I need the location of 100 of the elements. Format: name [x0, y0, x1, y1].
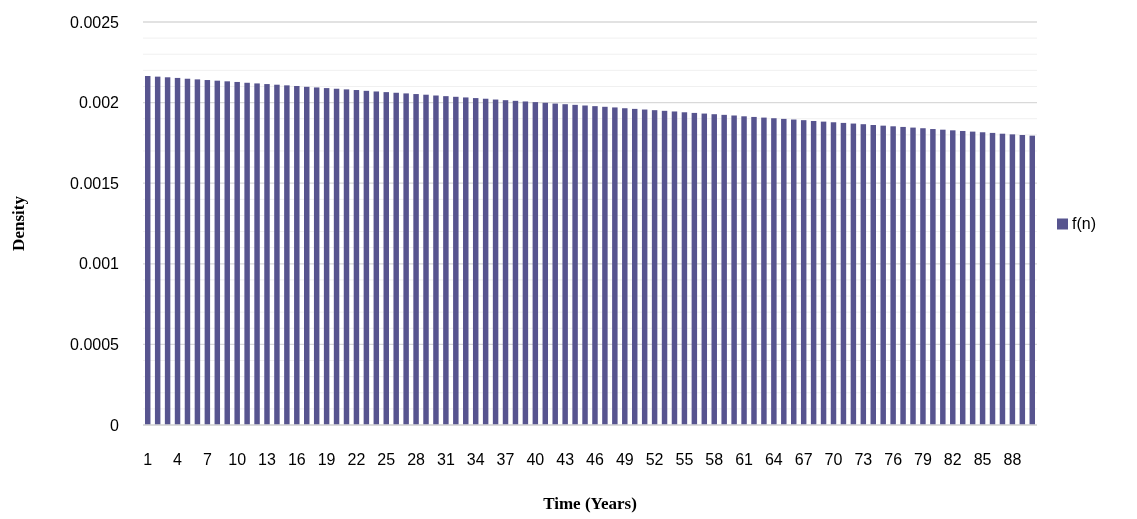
bar [313, 87, 320, 425]
bar [870, 125, 876, 425]
x-tick-label: 64 [764, 451, 783, 468]
bar [274, 84, 280, 425]
x-tick-label: 16 [287, 451, 306, 468]
bar [671, 111, 678, 425]
bar [950, 130, 956, 425]
x-tick-label: 22 [347, 451, 366, 468]
bar [582, 105, 588, 425]
bar [453, 96, 459, 425]
bar [721, 114, 727, 425]
bar [512, 100, 519, 425]
x-tick-label: 70 [824, 451, 843, 468]
bar [880, 125, 886, 425]
bar [622, 108, 628, 425]
bar [403, 93, 409, 425]
x-tick-label: 19 [317, 451, 336, 468]
bar [1009, 134, 1016, 425]
bar [979, 132, 986, 425]
bar [890, 126, 896, 425]
x-tick-label: 10 [228, 451, 247, 468]
bar [830, 122, 837, 425]
bar [959, 130, 966, 425]
bar [572, 104, 578, 425]
bar [373, 91, 380, 425]
y-tick-label: 0 [110, 416, 120, 434]
bar [214, 80, 221, 425]
x-tick-label: 1 [143, 451, 153, 468]
x-tick-label: 43 [556, 451, 575, 468]
bar [482, 98, 489, 425]
bar [1019, 135, 1026, 425]
bar [761, 117, 767, 425]
x-tick-label: 46 [586, 451, 604, 468]
bar [323, 88, 330, 425]
bar [920, 128, 926, 425]
bar [751, 116, 757, 425]
x-tick-label: 76 [884, 451, 903, 468]
bar [701, 113, 708, 425]
bar [989, 132, 996, 425]
bar [910, 127, 916, 425]
bar [781, 118, 787, 425]
bar [940, 129, 946, 425]
bar [472, 98, 479, 425]
bar [353, 90, 360, 425]
x-tick-label: 52 [645, 451, 664, 468]
bar [900, 126, 906, 425]
bar [711, 114, 717, 425]
bar [522, 101, 529, 425]
y-tick-label: 0.0025 [70, 13, 120, 31]
y-tick-label: 0.002 [78, 94, 120, 112]
x-tick-label: 67 [794, 451, 813, 468]
bar [284, 85, 290, 425]
bar [810, 120, 817, 425]
bar [840, 122, 847, 425]
x-tick-label: 58 [705, 451, 724, 468]
x-tick-label: 55 [675, 451, 694, 468]
bar [592, 106, 598, 425]
y-tick-label: 0.001 [78, 255, 120, 273]
x-tick-label: 7 [202, 451, 212, 468]
x-tick-label: 85 [973, 451, 992, 468]
bar [244, 82, 250, 425]
bar [532, 102, 539, 425]
bar [1029, 135, 1036, 425]
bar [194, 79, 201, 425]
x-tick-label: 49 [615, 451, 634, 468]
x-tick-label: 82 [943, 451, 962, 468]
bar [333, 88, 340, 425]
legend-label: f(n) [1072, 214, 1096, 232]
bar [423, 94, 429, 425]
x-tick-label: 79 [914, 451, 932, 468]
bar [363, 90, 370, 425]
bar [691, 112, 698, 425]
x-tick-label: 4 [173, 451, 183, 468]
bar [791, 119, 797, 425]
bar [383, 92, 389, 425]
bar [204, 80, 211, 425]
bar [999, 133, 1006, 425]
x-tick-label: 28 [407, 451, 426, 468]
bar [542, 102, 549, 425]
bar [234, 81, 240, 425]
bar [492, 99, 499, 425]
bar [463, 97, 469, 425]
y-tick-label: 0.0005 [70, 336, 120, 353]
bar [224, 81, 230, 425]
bar [393, 92, 399, 425]
bar [969, 131, 976, 425]
bar [304, 86, 310, 425]
bar [174, 77, 181, 425]
x-tick-label: 25 [377, 451, 396, 468]
x-tick-label: 37 [496, 451, 515, 468]
x-tick-label: 31 [436, 451, 455, 468]
bar [631, 108, 638, 425]
x-tick-label: 61 [735, 451, 754, 468]
bar [264, 84, 270, 425]
bar [860, 124, 867, 425]
bar [154, 76, 161, 425]
y-axis-title: Density [9, 195, 28, 251]
x-tick-label: 73 [854, 451, 873, 468]
bar [930, 129, 936, 425]
bar [164, 77, 171, 425]
